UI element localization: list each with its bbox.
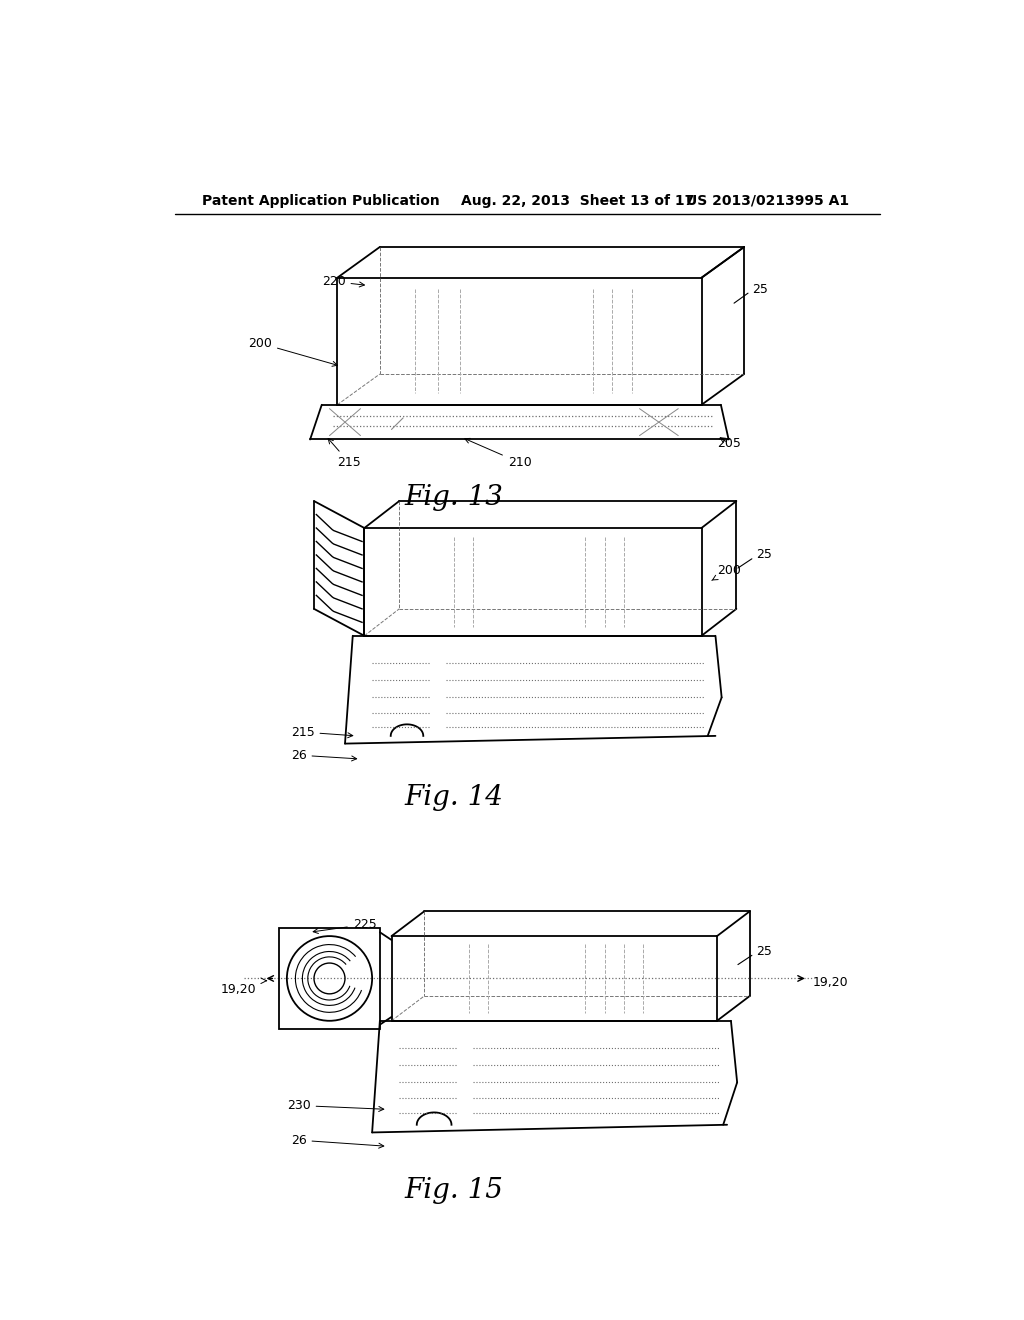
Text: Fig. 14: Fig. 14 xyxy=(404,784,503,810)
Text: 26: 26 xyxy=(291,1134,384,1148)
Text: 220: 220 xyxy=(322,275,365,288)
Text: 26: 26 xyxy=(291,748,356,762)
Text: Aug. 22, 2013  Sheet 13 of 17: Aug. 22, 2013 Sheet 13 of 17 xyxy=(461,194,694,207)
Text: 210: 210 xyxy=(465,438,531,469)
Bar xyxy=(280,928,380,1028)
Text: Patent Application Publication: Patent Application Publication xyxy=(202,194,439,207)
Text: 200: 200 xyxy=(248,337,338,366)
Text: 205: 205 xyxy=(717,437,741,450)
Text: 25: 25 xyxy=(756,548,772,561)
Text: 225: 225 xyxy=(313,917,377,933)
Text: 19,20: 19,20 xyxy=(813,975,849,989)
Text: 215: 215 xyxy=(328,438,361,469)
Text: 19,20: 19,20 xyxy=(221,983,257,997)
Text: 25: 25 xyxy=(752,282,768,296)
Text: 230: 230 xyxy=(287,1100,384,1111)
Text: US 2013/0213995 A1: US 2013/0213995 A1 xyxy=(686,194,849,207)
Text: 25: 25 xyxy=(756,945,772,958)
Text: Fig. 13: Fig. 13 xyxy=(404,483,503,511)
Text: Fig. 15: Fig. 15 xyxy=(404,1176,503,1204)
Text: 200: 200 xyxy=(712,564,741,581)
Text: 215: 215 xyxy=(291,726,352,739)
